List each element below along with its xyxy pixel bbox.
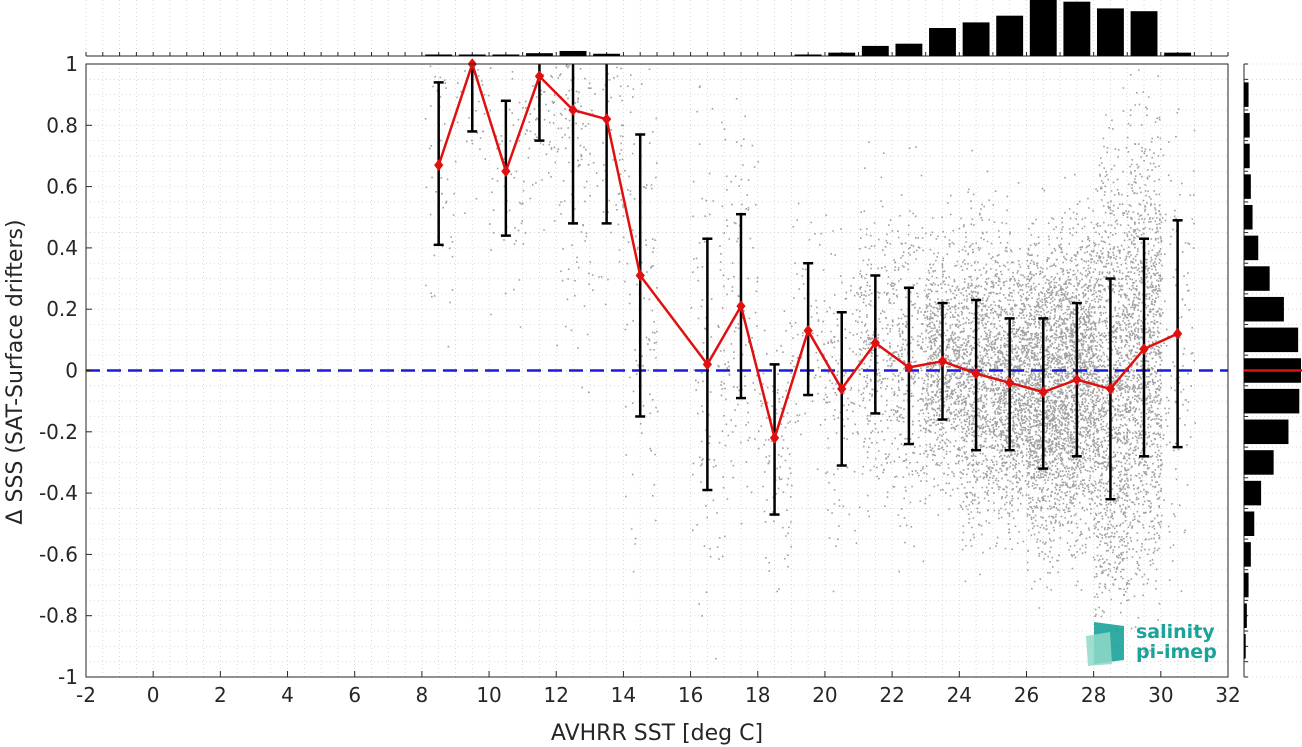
x-tick-label: 0 [147, 683, 160, 707]
x-tick-label: 30 [1148, 683, 1173, 707]
top-hist-bar [1063, 1, 1091, 56]
mean-marker [769, 432, 780, 444]
top-hist-bar [996, 15, 1024, 56]
mean-marker [971, 367, 981, 380]
right-hist-bar [1244, 266, 1270, 291]
mean-marker [501, 165, 511, 178]
right-hist-bar [1244, 450, 1274, 475]
y-tick-label: 1 [65, 52, 78, 76]
x-tick-label: 2 [214, 683, 227, 707]
top-hist-bar [929, 28, 956, 56]
x-tick-label: 4 [281, 683, 294, 707]
right-hist-bar [1244, 542, 1251, 567]
logo-line-2: pi-imep [1136, 641, 1217, 663]
right-hist-bar [1244, 82, 1249, 107]
mean-marker [601, 113, 612, 125]
y-axis-title: Δ SSS (SAT-Surface drifters) [3, 219, 28, 524]
mean-marker [736, 300, 746, 312]
y-tick-label: -0.4 [39, 481, 78, 505]
top-hist-bar [1029, 0, 1057, 56]
x-tick-label: -2 [76, 683, 96, 707]
right-hist-bar [1244, 388, 1300, 414]
mean-marker [434, 159, 444, 171]
top-hist-bar [794, 54, 822, 56]
top-hist-bar [828, 52, 856, 56]
top-hist-bar [861, 45, 889, 56]
right-hist-bar [1244, 603, 1247, 628]
top-histogram [85, 0, 1229, 57]
y-tick-label: -0.2 [39, 420, 78, 444]
top-hist-bar [526, 53, 553, 56]
right-hist-bar [1244, 419, 1289, 445]
mean-marker [1072, 373, 1082, 386]
y-tick-label: 0.4 [46, 236, 78, 260]
x-tick-label: 12 [544, 683, 569, 707]
mean-marker [837, 383, 847, 395]
right-hist-bar [1244, 511, 1255, 537]
x-tick-label: 24 [947, 683, 972, 707]
right-hist-bar [1244, 572, 1249, 598]
salinity-pi-imep-logo: salinity pi-imep [1086, 621, 1217, 666]
x-axis: -2 0 2 4 6 8 10 12 14 16 18 20 22 24 26 28 30 32 [76, 671, 1241, 707]
right-hist-bar [1244, 204, 1253, 230]
top-hist-bar [1130, 11, 1158, 56]
top-hist-bar [492, 54, 520, 56]
mean-marker [1038, 386, 1048, 398]
x-tick-label: 14 [611, 683, 636, 707]
mean-marker [1005, 376, 1015, 389]
mean-line [437, 59, 1179, 443]
y-tick-label: 0.2 [46, 297, 78, 321]
right-hist-bar [1244, 327, 1299, 353]
mean-marker [568, 104, 578, 116]
x-tick-label: 22 [879, 683, 904, 707]
top-hist-bar [962, 22, 990, 56]
top-hist-bar [559, 50, 587, 56]
x-tick-label: 20 [812, 683, 837, 707]
x-tick-label: 6 [348, 683, 361, 707]
x-tick-label: 10 [476, 683, 501, 707]
right-hist-bar [1244, 296, 1284, 322]
top-hist-bar [1097, 8, 1124, 56]
right-hist-bar [1244, 634, 1246, 659]
x-tick-label: 8 [416, 683, 429, 707]
x-tick-label: 32 [1215, 683, 1240, 707]
right-hist-bar [1244, 113, 1250, 138]
right-hist-bar [1244, 480, 1262, 506]
mean-marker [937, 355, 948, 368]
y-tick-label: 0.6 [46, 175, 78, 199]
mean-marker [1105, 383, 1116, 395]
y-tick-label: 0 [65, 359, 78, 383]
x-tick-label: 26 [1014, 683, 1039, 707]
mean-marker [702, 358, 713, 371]
top-hist-bar [458, 54, 486, 56]
right-hist-bar [1244, 174, 1251, 199]
x-tick-label: 18 [745, 683, 770, 707]
mean-marker [1172, 327, 1183, 340]
x-tick-label: 28 [1081, 683, 1106, 707]
mean-marker [803, 324, 813, 337]
y-tick-label: -1 [58, 665, 78, 689]
top-hist-bar [895, 43, 923, 56]
top-hist-bar [425, 54, 453, 56]
x-axis-title: AVHRR SST [deg C] [551, 721, 763, 746]
mean-marker [635, 269, 645, 282]
right-histogram [1243, 63, 1302, 678]
mean-marker [904, 361, 914, 374]
binned-mean-series [434, 58, 1183, 444]
y-tick-label: 0.8 [46, 113, 78, 137]
top-hist-bar [1164, 52, 1192, 56]
y-tick-label: -0.6 [39, 542, 78, 566]
right-hist-bar [1244, 143, 1250, 169]
x-tick-label: 16 [678, 683, 703, 707]
mean-marker [870, 337, 880, 349]
top-hist-bar [593, 53, 621, 56]
y-axis: -1 -0.8 -0.6 -0.4 -0.2 0 0.2 0.4 0.6 0.8 1 [39, 52, 92, 689]
y-tick-label: -0.8 [39, 604, 78, 628]
logo-cube-face-icon [1086, 632, 1112, 666]
mean-marker [1139, 343, 1149, 355]
logo-line-1: salinity [1136, 621, 1215, 643]
right-hist-bar [1244, 235, 1259, 261]
mean-marker [534, 70, 545, 83]
